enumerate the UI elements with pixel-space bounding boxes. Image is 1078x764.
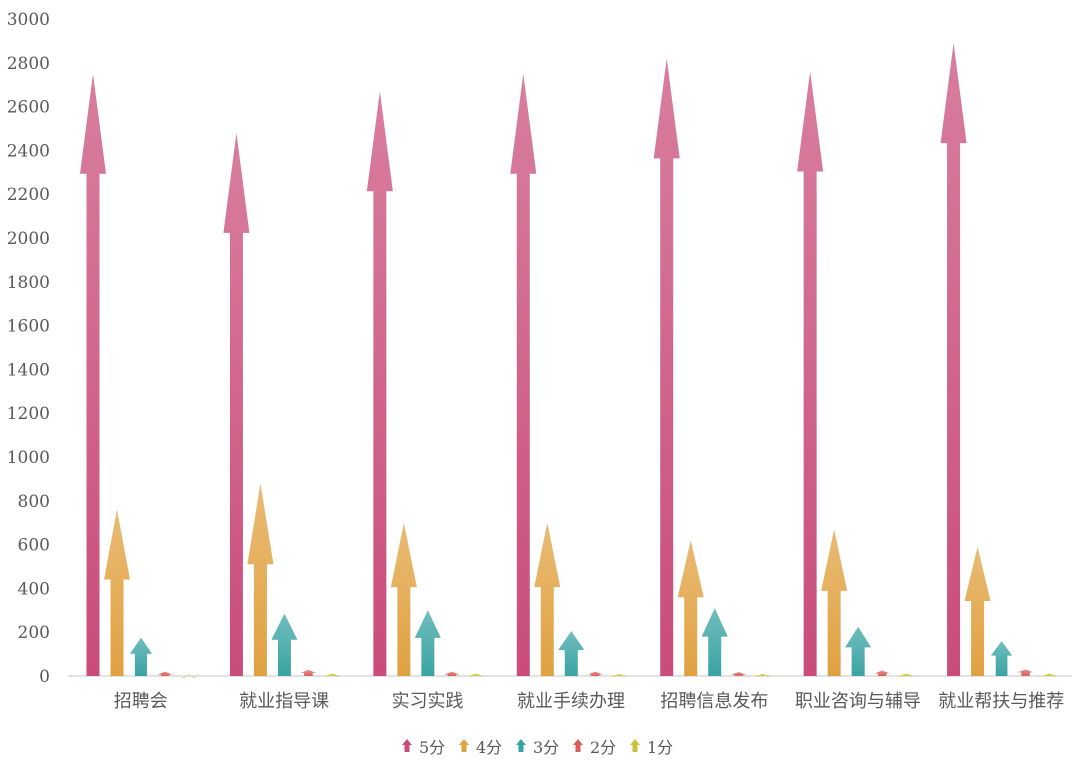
x-tick-label: 招聘信息发布 — [660, 691, 768, 712]
legend-arrow-icon — [402, 739, 412, 752]
legend-arrow-icon — [459, 739, 469, 752]
x-tick-label: 职业咨询与辅导 — [795, 691, 921, 712]
legend-item-1分[interactable]: 1分 — [630, 738, 673, 757]
legend-label: 5分 — [419, 738, 445, 757]
bar-5分-就业指导课[interactable] — [223, 132, 250, 676]
legend-label: 2分 — [590, 738, 616, 757]
bar-5分-招聘会[interactable] — [80, 73, 106, 676]
bar-4分-招聘会[interactable] — [104, 509, 130, 676]
legend-item-4分[interactable]: 4分 — [459, 738, 502, 757]
x-tick-label: 实习实践 — [392, 691, 464, 712]
legend-label: 3分 — [533, 738, 559, 757]
x-tick-label: 招聘会 — [114, 691, 168, 712]
bar-2分-就业帮扶与推荐[interactable] — [1017, 669, 1034, 676]
y-tick-label: 2000 — [7, 229, 50, 249]
y-tick-label: 2200 — [7, 185, 50, 205]
y-tick-label: 1400 — [7, 360, 50, 380]
bar-4分-实习实践[interactable] — [390, 522, 417, 676]
x-tick-label: 就业手续办理 — [517, 691, 625, 712]
bar-3分-实习实践[interactable] — [414, 610, 441, 676]
bar-2分-职业咨询与辅导[interactable] — [874, 670, 890, 676]
bar-1分-职业咨询与辅导[interactable] — [898, 673, 914, 677]
legend-label: 4分 — [476, 738, 502, 757]
bar-2分-实习实践[interactable] — [444, 671, 460, 676]
bar-1分-就业帮扶与推荐[interactable] — [1042, 673, 1057, 677]
bar-1分-招聘会[interactable] — [181, 674, 197, 678]
bar-1分-就业指导课[interactable] — [325, 673, 340, 677]
bar-3分-就业手续办理[interactable] — [558, 631, 585, 676]
y-tick-label: 2400 — [7, 141, 50, 161]
bar-4分-就业帮扶与推荐[interactable] — [964, 546, 991, 676]
bar-1分-就业手续办理[interactable] — [611, 673, 627, 677]
legend-arrow-icon — [630, 739, 640, 752]
y-tick-label: 2600 — [7, 98, 50, 118]
legend-item-2分[interactable]: 2分 — [573, 738, 616, 757]
bar-5分-招聘信息发布[interactable] — [653, 58, 680, 677]
bar-2分-招聘信息发布[interactable] — [731, 672, 747, 676]
legend-label: 1分 — [647, 738, 673, 757]
y-tick-label: 600 — [18, 536, 50, 556]
y-tick-label: 1600 — [7, 317, 50, 337]
x-tick-label: 就业指导课 — [239, 691, 329, 712]
y-tick-label: 800 — [18, 492, 50, 512]
legend[interactable]: 5分 4分 3分 2分 1分 — [402, 738, 673, 757]
legend-arrow-icon — [516, 739, 526, 752]
legend-item-5分[interactable]: 5分 — [402, 738, 445, 757]
y-tick-label: 1800 — [7, 273, 50, 293]
y-tick-label: 1200 — [7, 404, 50, 424]
bar-series-group — [80, 43, 1057, 678]
bar-3分-招聘会[interactable] — [130, 637, 152, 676]
bar-3分-招聘信息发布[interactable] — [701, 608, 728, 676]
bar-4分-招聘信息发布[interactable] — [677, 540, 704, 676]
bar-5分-职业咨询与辅导[interactable] — [797, 71, 824, 676]
bar-3分-就业指导课[interactable] — [271, 613, 298, 676]
bar-1分-招聘信息发布[interactable] — [755, 673, 771, 677]
legend-arrow-icon — [573, 739, 583, 752]
bar-2分-招聘会[interactable] — [157, 671, 173, 676]
bar-5分-实习实践[interactable] — [366, 91, 393, 676]
y-tick-label: 200 — [18, 623, 50, 643]
bar-4分-就业手续办理[interactable] — [534, 522, 561, 676]
legend-item-3分[interactable]: 3分 — [516, 738, 559, 757]
bar-5分-就业手续办理[interactable] — [510, 73, 537, 676]
x-axis: 招聘会 就业指导课 实习实践 就业手续办理 招聘信息发布 职业咨询与辅导 就业帮扶与推荐 — [68, 675, 1072, 712]
bar-3分-就业帮扶与推荐[interactable] — [990, 640, 1013, 676]
y-tick-label: 2800 — [7, 54, 50, 74]
bar-4分-就业指导课[interactable] — [247, 483, 274, 676]
bar-3分-职业咨询与辅导[interactable] — [845, 626, 872, 676]
bar-4分-职业咨询与辅导[interactable] — [821, 529, 848, 676]
bar-2分-就业手续办理[interactable] — [587, 671, 603, 676]
x-tick-label: 就业帮扶与推荐 — [938, 691, 1064, 712]
y-tick-label: 400 — [18, 579, 50, 599]
bar-5分-就业帮扶与推荐[interactable] — [940, 43, 967, 676]
bar-1分-实习实践[interactable] — [468, 673, 484, 677]
y-tick-label: 0 — [39, 667, 50, 687]
y-tick-label: 1000 — [7, 448, 50, 468]
y-tick-label: 3000 — [7, 10, 50, 30]
bar-2分-就业指导课[interactable] — [300, 669, 317, 676]
y-axis: 0 200 400 600 800 1000 1200 1400 1600 1800 2000 220… — [7, 10, 50, 687]
